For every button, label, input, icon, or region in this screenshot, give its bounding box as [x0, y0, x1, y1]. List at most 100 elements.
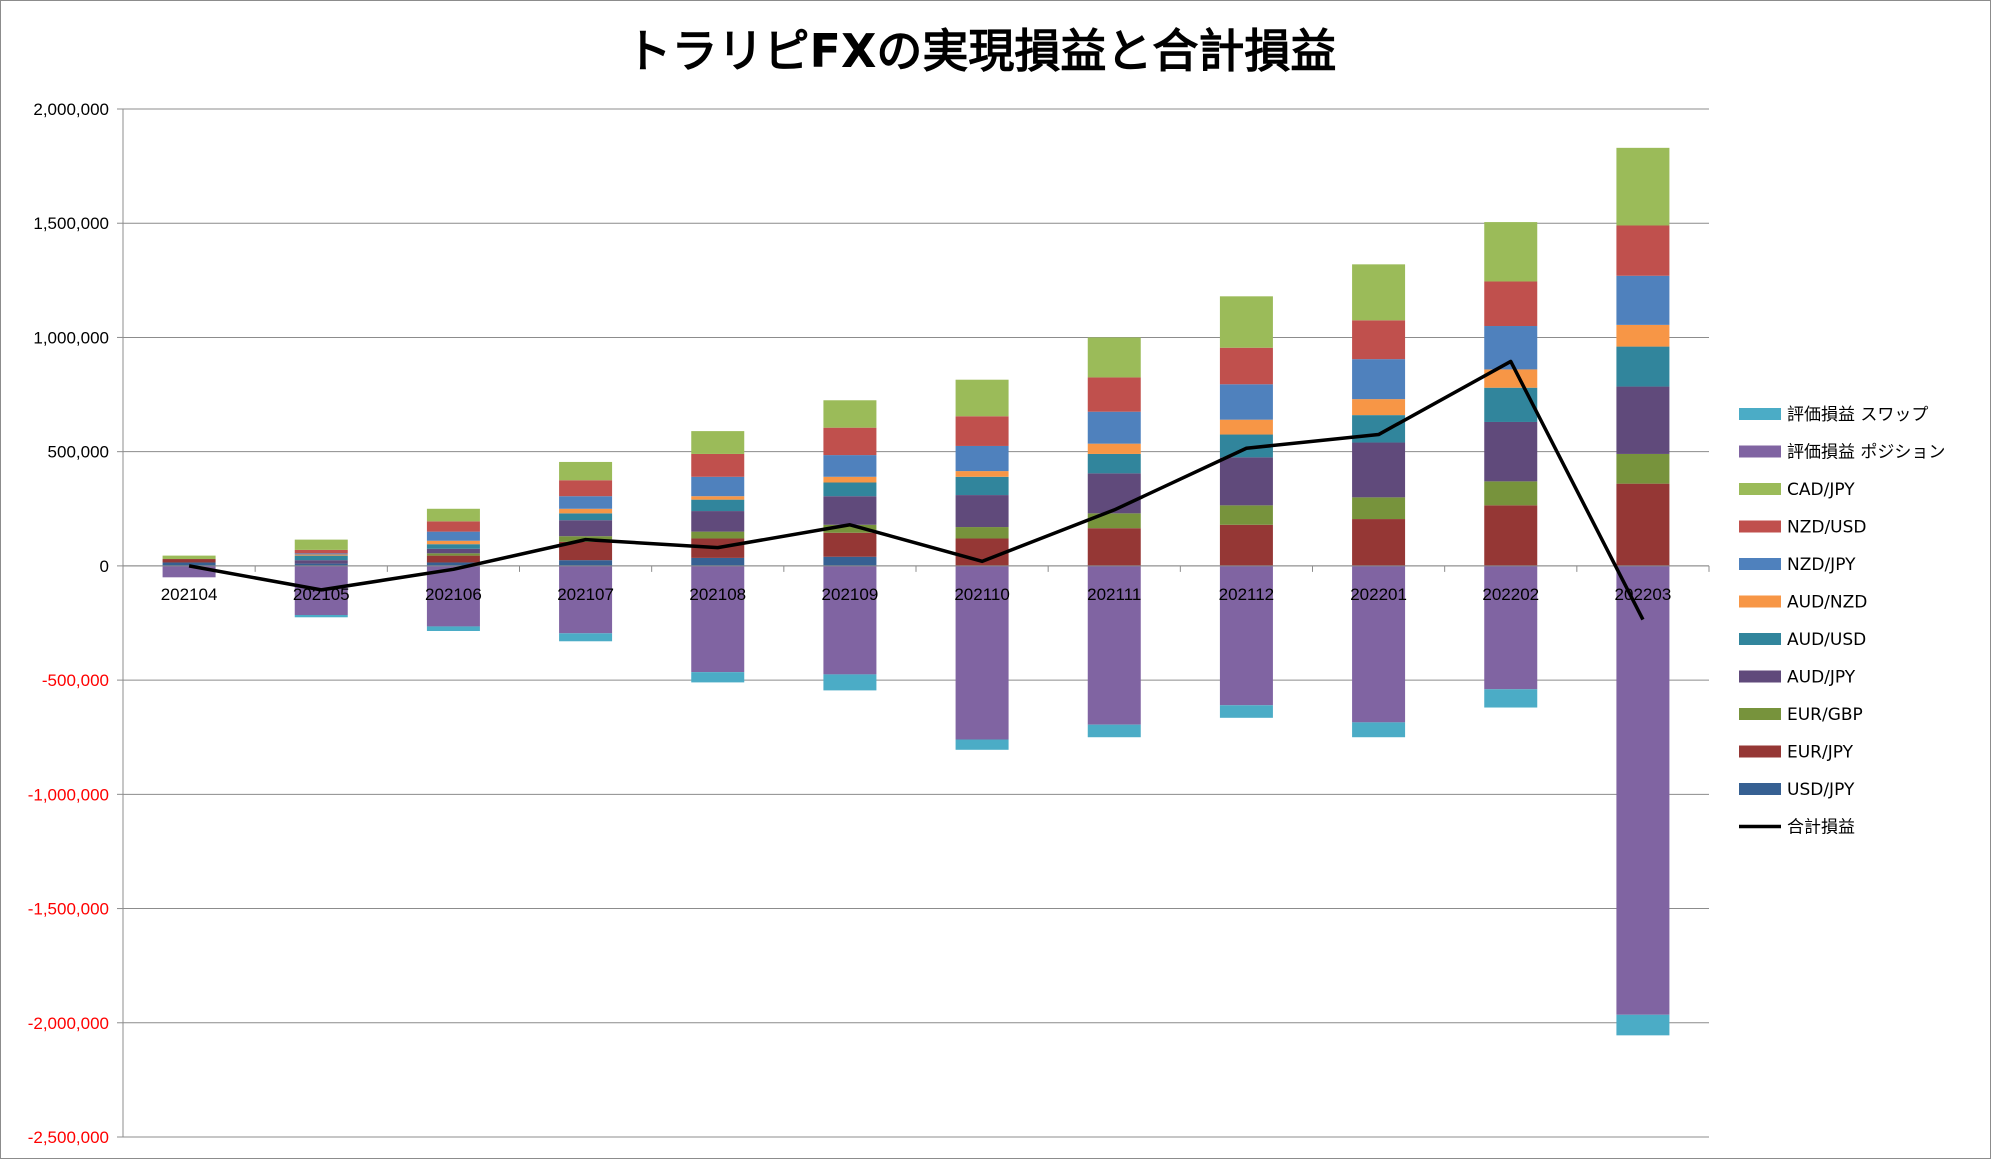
bar-segment: [823, 496, 877, 525]
bar-segment: [955, 476, 1009, 496]
bar-segment: [1616, 346, 1670, 387]
y-tick-label: -1,500,000: [28, 900, 109, 919]
bar-segment: [1616, 275, 1670, 325]
x-tick-label: 202107: [557, 585, 614, 604]
legend-swatch: [1739, 633, 1781, 645]
legend-label: AUD/USD: [1787, 630, 1866, 650]
bar-segment: [559, 520, 613, 537]
bar-segment: [823, 556, 877, 566]
legend-item: 評価損益 スワップ: [1739, 405, 1928, 425]
bar-segment: [1484, 689, 1538, 708]
bar-segment: [823, 674, 877, 691]
bar-segment: [1616, 386, 1670, 454]
x-axis-tick-labels: 202104 202105 202106 202107 202108 202109 2021…: [161, 585, 1672, 604]
bar-segment: [426, 555, 480, 563]
bar-segment: [823, 455, 877, 477]
bar-segment: [955, 739, 1009, 750]
legend-item: USD/JPY: [1739, 780, 1855, 800]
bar-segment: [1352, 442, 1406, 498]
bar-segment: [955, 445, 1009, 472]
legend-swatch: [1739, 408, 1781, 420]
legend-swatch: [1739, 745, 1781, 758]
bar-segment: [691, 496, 745, 500]
bar-segment: [955, 379, 1009, 417]
bar-segment: [1616, 453, 1670, 484]
y-tick-label: 0: [100, 557, 109, 576]
legend-swatch: [1739, 558, 1781, 570]
bar-segment: [1616, 1014, 1670, 1036]
bar-segment: [1352, 264, 1406, 321]
bar-segment: [823, 427, 877, 456]
bar-segment: [691, 499, 745, 512]
bar-segment: [1219, 434, 1273, 458]
bar-segment: [691, 565, 745, 673]
legend-item: CAD/JPY: [1739, 480, 1855, 500]
y-tick-label: 1,000,000: [33, 328, 109, 347]
legend-label: USD/JPY: [1787, 780, 1855, 800]
bar-segment: [1616, 147, 1670, 226]
bar-segment: [955, 565, 1009, 740]
bar-segment: [162, 555, 216, 560]
bar-segment: [559, 565, 613, 634]
legend-label: EUR/GBP: [1787, 705, 1863, 725]
bar-segment: [1484, 222, 1538, 282]
legend-swatch: [1739, 708, 1781, 720]
bar-segment: [294, 560, 348, 564]
legend-swatch: [1739, 520, 1781, 533]
bar-segment: [1087, 513, 1141, 529]
bar-segment: [1352, 320, 1406, 360]
bar-segment: [426, 565, 480, 627]
bar-segment: [559, 496, 613, 509]
x-tick-label: 202202: [1482, 585, 1539, 604]
bar-segment: [294, 554, 348, 556]
bar-segment: [559, 508, 613, 514]
bar-segment: [1219, 296, 1273, 348]
bar-segment: [1484, 421, 1538, 482]
bar-segment: [1352, 497, 1406, 520]
bar-segment: [823, 482, 877, 497]
bar-segment: [559, 541, 613, 561]
bar-segment: [1484, 565, 1538, 690]
bar-segment: [559, 633, 613, 642]
legend-label: 評価損益 スワップ: [1787, 405, 1928, 425]
y-tick-label: 500,000: [48, 443, 109, 462]
legend-swatch: [1739, 595, 1781, 608]
legend-swatch: [1739, 670, 1781, 683]
bar-segment: [426, 508, 480, 522]
bar-segment: [823, 524, 877, 533]
bar-segment: [1087, 377, 1141, 412]
bar-segment: [1087, 411, 1141, 444]
x-tick-label: 202106: [425, 585, 482, 604]
bar-segment: [559, 560, 613, 566]
bar-segment: [1087, 473, 1141, 514]
bar-segment: [1219, 419, 1273, 435]
legend-item: EUR/JPY: [1739, 743, 1854, 763]
bar-segment: [162, 562, 216, 566]
x-tick-label: 202201: [1350, 585, 1407, 604]
bar-segment: [1616, 565, 1670, 1015]
chart-title: トラリピFXの実現損益と合計損益: [626, 24, 1337, 78]
bar-segment: [823, 565, 877, 675]
bar-segment: [1352, 722, 1406, 738]
bar-segment: [1352, 415, 1406, 443]
bar-segment: [1087, 565, 1141, 725]
bar-segment: [1219, 384, 1273, 420]
legend-swatch: [1739, 483, 1781, 495]
bar-segment: [691, 476, 745, 497]
bar-segment: [559, 480, 613, 497]
bar-segment: [955, 416, 1009, 446]
bar-segment: [1484, 369, 1538, 388]
bar-segment: [1219, 524, 1273, 566]
bar-segment: [294, 555, 348, 561]
legend-item: 評価損益 ポジション: [1739, 443, 1945, 463]
bar-segment: [691, 557, 745, 566]
bar-segment: [1484, 505, 1538, 566]
bar-segment: [1087, 724, 1141, 738]
bar-segment: [691, 453, 745, 477]
bar-segment: [1484, 387, 1538, 422]
bar-segment: [691, 431, 745, 454]
bar-segment: [426, 540, 480, 545]
legend-item: AUD/JPY: [1739, 668, 1856, 688]
bar-segment: [1219, 347, 1273, 385]
